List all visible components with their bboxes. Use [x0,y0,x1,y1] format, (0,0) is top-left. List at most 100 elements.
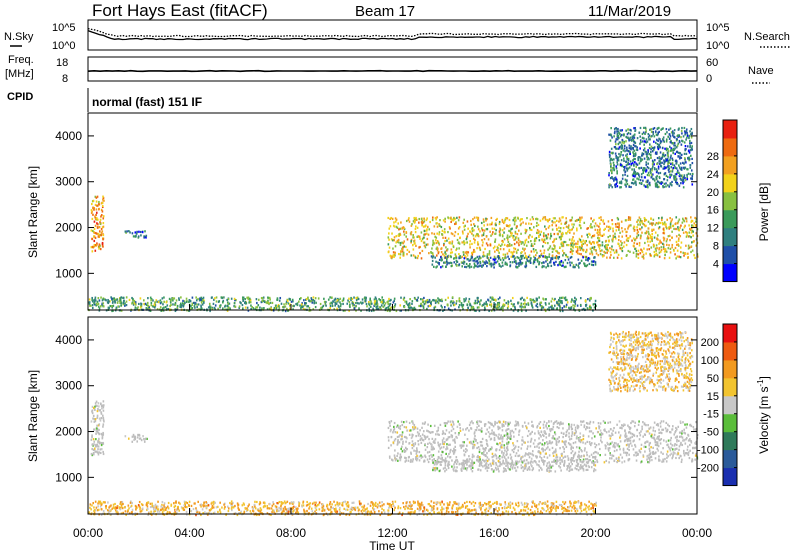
data-cell [370,302,372,305]
data-cell [639,156,641,159]
data-cell [546,258,549,262]
data-cell [159,299,162,302]
data-cell [545,436,548,439]
data-cell [519,305,521,308]
data-cell [639,218,642,221]
data-cell [579,459,582,462]
data-cell [662,186,664,189]
data-cell [439,299,442,302]
data-cell [223,296,225,299]
data-cell [510,308,512,311]
data-cell [671,246,673,249]
data-cell [405,245,407,249]
data-cell [499,244,502,248]
data-cell [567,258,570,261]
data-cell [591,251,593,254]
data-cell [533,250,535,253]
data-cell [342,309,345,312]
data-cell [560,233,563,236]
data-cell [670,141,672,144]
data-cell [513,260,516,263]
data-cell [654,141,657,144]
data-cell [575,250,578,253]
data-cell [665,174,668,177]
data-cell [332,300,335,303]
data-cell [112,297,114,300]
data-cell [424,421,427,424]
data-cell [469,219,472,223]
data-cell [553,240,555,243]
data-cell [388,246,391,249]
data-cell [566,301,569,304]
data-cell [483,224,485,227]
data-cell [269,301,272,304]
data-cell [517,217,520,220]
data-cell [658,226,661,229]
data-cell [521,305,523,308]
data-cell [595,241,598,244]
data-cell [425,300,428,303]
data-cell [556,307,558,310]
data-cell [358,302,360,305]
data-cell [256,306,259,309]
data-cell [92,444,94,447]
data-cell [629,428,631,431]
data-cell [610,147,613,150]
data-cell [661,146,664,150]
data-cell [456,247,458,250]
data-cell [655,249,657,252]
data-cell [471,420,473,423]
colorbar-segment [723,155,737,175]
data-cell [124,230,127,233]
data-cell [550,259,552,262]
data-cell [96,218,99,221]
data-cell [635,165,638,168]
data-cell [671,132,674,135]
data-cell [431,243,434,247]
data-cell [420,231,423,234]
data-cell [669,217,671,220]
data-cell [622,154,624,157]
data-cell [625,435,628,438]
data-cell [624,170,626,173]
data-cell [629,439,632,442]
data-cell [569,307,571,310]
data-cell [578,252,581,255]
data-cell [421,422,424,425]
data-cell [124,435,127,438]
data-cell [122,296,125,299]
data-cell [513,250,515,253]
data-cell [102,195,104,198]
data-cell [191,296,194,299]
data-cell [524,302,526,305]
data-cell [585,451,588,454]
data-cell [636,172,638,175]
data-cell [510,228,512,231]
data-cell [451,240,454,243]
data-cell [651,235,653,238]
data-cell [106,301,109,304]
data-cell [175,299,178,302]
data-cell [597,239,600,242]
nave-tick-bottom: 0 [706,73,712,85]
data-cell [102,418,105,421]
data-cell [529,259,532,262]
data-cell [641,249,643,252]
data-cell [379,299,382,302]
data-cell [672,130,674,133]
data-cell [671,142,674,145]
data-cell [100,411,102,414]
data-cell [507,301,510,304]
data-cell [623,241,626,244]
data-cell [169,301,172,304]
data-cell [497,436,499,439]
data-cell [556,425,559,429]
data-cell [669,251,672,254]
data-cell [387,439,390,442]
data-cell [340,303,342,306]
data-cell [278,305,280,308]
data-cell [336,299,339,302]
data-cell [433,225,436,228]
data-cell [658,157,661,160]
data-cell [571,242,574,245]
